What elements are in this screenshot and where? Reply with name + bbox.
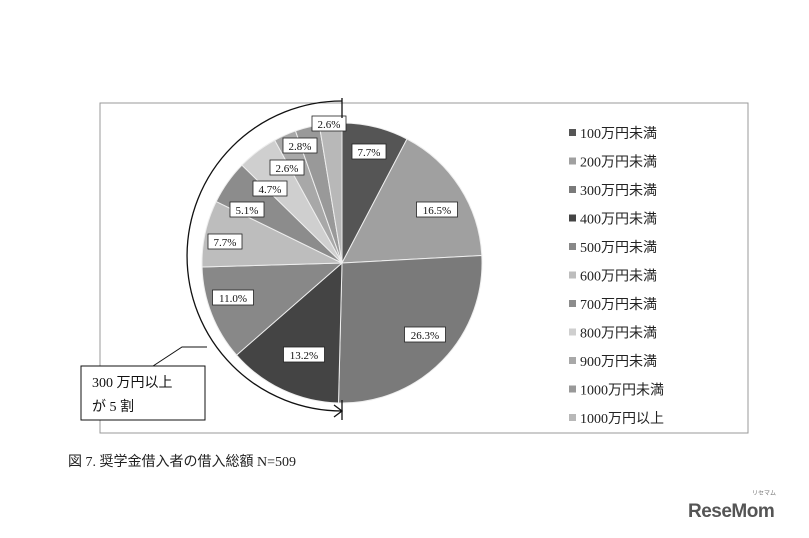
- legend-label: 200万円未満: [580, 155, 657, 171]
- slice-label: 16.5%: [416, 201, 458, 218]
- legend-label: 300万円未満: [580, 183, 657, 199]
- legend-swatch: [569, 328, 576, 336]
- slice-label-text: 5.1%: [236, 205, 259, 217]
- slice-label: 7.7%: [351, 143, 387, 160]
- pie-slice: [341, 138, 483, 264]
- slice-label-text: 2.8%: [289, 141, 312, 153]
- slice-label: 4.7%: [252, 180, 288, 197]
- legend-label: 1000万円以上: [580, 411, 664, 427]
- legend-swatch: [569, 186, 576, 193]
- legend-label: 500万円未満: [580, 240, 657, 256]
- legend-swatch: [569, 414, 576, 421]
- slice-label-text: 7.7%: [214, 237, 237, 249]
- slice-label: 2.6%: [269, 159, 305, 176]
- legend-swatch: [569, 243, 576, 250]
- slice-label: 2.6%: [311, 115, 347, 132]
- slice-label: 26.3%: [404, 326, 446, 343]
- slice-label-text: 11.0%: [219, 293, 247, 305]
- slice-label-text: 2.6%: [318, 119, 341, 131]
- legend-label: 800万円未満: [580, 326, 657, 342]
- logo-subtext: リセマム: [752, 490, 777, 497]
- legend-label: 700万円未満: [580, 297, 657, 313]
- legend-swatch: [569, 129, 576, 136]
- slice-label: 2.8%: [282, 137, 318, 154]
- legend-swatch: [569, 385, 576, 393]
- annotation-line2: が 5 割: [92, 398, 134, 415]
- pie-slice: [201, 262, 344, 356]
- slice-label: 11.0%: [212, 289, 254, 306]
- legend-label: 900万円未満: [580, 354, 657, 370]
- pie-slice: [235, 261, 343, 404]
- slice-label-text: 16.5%: [423, 205, 451, 217]
- resemom-logo: ReseMom: [688, 501, 775, 522]
- annotation-line1: 300 万円以上: [92, 375, 173, 391]
- slice-label: 7.7%: [207, 233, 243, 250]
- slice-label-text: 7.7%: [358, 147, 381, 159]
- slice-label-text: 26.3%: [411, 330, 439, 342]
- legend-label: 400万円未満: [580, 212, 657, 228]
- figure-caption: 図 7. 奨学金借入者の借入総額 N=509: [68, 455, 297, 470]
- legend-swatch: [569, 157, 576, 165]
- legend-swatch: [569, 300, 576, 307]
- legend-label: 600万円未満: [580, 269, 657, 285]
- legend-label: 1000万円未満: [580, 383, 664, 399]
- slice-label: 5.1%: [229, 201, 265, 218]
- slice-label: 13.2%: [283, 346, 325, 363]
- legend-label: 100万円未満: [580, 126, 657, 142]
- slice-label-text: 13.2%: [290, 350, 318, 362]
- legend-swatch: [569, 357, 576, 364]
- bracket-arc: [149, 98, 344, 420]
- slice-label-text: 4.7%: [259, 184, 282, 196]
- legend-swatch: [569, 214, 576, 222]
- annotation-callout: 300 万円以上 が 5 割: [80, 365, 206, 421]
- slice-label-text: 2.6%: [276, 163, 299, 175]
- legend-swatch: [569, 271, 576, 279]
